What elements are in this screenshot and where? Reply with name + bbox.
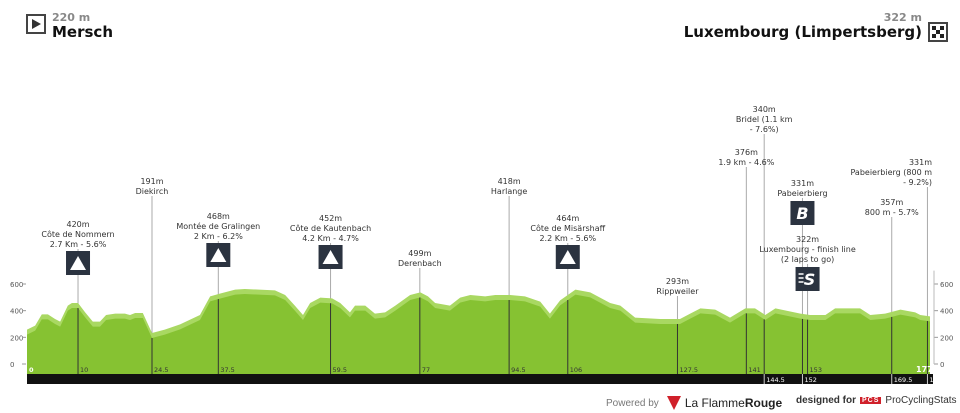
marker-label: Côte de Nommern <box>41 229 114 239</box>
marker-label: Montée de Gralingen <box>176 221 260 231</box>
km-label-top: 37.5 <box>220 366 234 374</box>
km-bar <box>27 374 933 384</box>
marker-label: 468m <box>207 212 230 221</box>
mountain-icon <box>206 243 231 267</box>
marker-label: 331m <box>909 158 932 167</box>
marker-label: Bridel (1.1 km <box>736 115 793 124</box>
icon-letter: S <box>804 270 816 289</box>
pcs-logo: PCS <box>860 397 882 404</box>
designed-for-label: designed for <box>796 395 857 406</box>
km-label-top: 24.5 <box>154 366 168 374</box>
checkered-flag-icon <box>928 22 948 42</box>
marker-label: 293m <box>666 277 689 286</box>
bonus-b-icon: B <box>790 201 815 225</box>
marker-label: 499m <box>408 249 431 258</box>
marker-label: 322m <box>796 235 819 244</box>
km-label-bottom: 169.5 <box>894 376 913 384</box>
finish-header: 322 m Luxembourg (Limpertsberg) <box>684 12 948 42</box>
designed-for: designed for PCS ProCyclingStats <box>796 395 957 406</box>
km-label-top: 153 <box>810 366 822 374</box>
marker-label: 2.7 Km - 5.6% <box>50 240 107 249</box>
marker-label: (2 laps to go) <box>781 255 834 264</box>
km-label-top: 141 <box>748 366 760 374</box>
marker-label: - 7.6%) <box>750 125 779 134</box>
km-label-bottom: 1 <box>929 376 933 384</box>
icon-box <box>795 267 820 291</box>
km-label-top: 59.5 <box>333 366 347 374</box>
km-label-top: 10 <box>80 366 88 374</box>
flamme-rouge-icon <box>666 396 681 410</box>
km-label-top: 127.5 <box>679 366 698 374</box>
km-label-bottom: 152 <box>804 376 816 384</box>
y-tick-left: 0 <box>10 361 14 369</box>
sprint-s-icon: S <box>795 267 820 291</box>
y-tick-left: 400 <box>10 308 23 316</box>
km-label-top: 77 <box>422 366 430 374</box>
km-label-top: 177 <box>916 365 933 374</box>
powered-by: Powered by La FlammeRouge <box>606 395 782 411</box>
marker-label: 2 Km - 6.2% <box>194 232 243 241</box>
mountain-icon <box>555 245 580 269</box>
marker-label: Rippweiler <box>656 287 699 296</box>
mountain-shape <box>322 250 339 264</box>
powered-by-label: Powered by <box>606 397 659 409</box>
y-tick-right: 400 <box>940 308 953 316</box>
marker-label: 331m <box>791 179 814 188</box>
profile-area <box>27 294 930 374</box>
y-tick-left: 200 <box>10 334 23 342</box>
mountain-shape <box>210 248 227 262</box>
km-label-top: 106 <box>570 366 582 374</box>
start-city: Mersch <box>52 23 113 41</box>
marker-label: 376m <box>735 148 758 157</box>
y-tick-right: 600 <box>940 281 953 289</box>
mountain-icon <box>318 245 343 269</box>
start-flag-icon <box>26 14 46 34</box>
marker-label: Pabeierbierg <box>777 189 827 198</box>
km-label-top: 94.5 <box>511 366 525 374</box>
km-label-bottom: 144.5 <box>766 376 785 384</box>
marker-label: 1.9 km - 4.6% <box>718 158 774 167</box>
marker-label: - 9.2%) <box>903 178 932 187</box>
start-altitude: 220 m <box>52 11 91 24</box>
marker-label: 800 m - 5.7% <box>865 208 919 217</box>
marker-label: 191m <box>140 177 163 186</box>
marker-label: 452m <box>319 214 342 223</box>
finish-city: Luxembourg (Limpertsberg) <box>683 23 922 41</box>
marker-label: Derenbach <box>398 259 442 268</box>
marker-label: 4.2 Km - 4.7% <box>302 234 359 243</box>
marker-label: 2.2 Km - 5.6% <box>539 234 596 243</box>
y-tick-left: 600 <box>10 281 23 289</box>
km-label-top: 0 <box>29 366 34 374</box>
marker-label: 464m <box>556 214 579 223</box>
icon-box <box>790 201 815 225</box>
flamme-rouge-logo: La FlammeRouge <box>684 396 783 410</box>
marker-label: Pabeierbierg (800 m <box>850 168 932 177</box>
mountain-shape <box>70 256 87 270</box>
marker-label: 418m <box>498 177 521 186</box>
start-header: 220 m Mersch <box>26 12 113 41</box>
marker-label: Harlange <box>491 187 527 196</box>
icon-letter: B <box>796 204 808 223</box>
marker-label: Côte de Misärshaff <box>530 223 605 233</box>
marker-label: Côte de Kautenbach <box>290 223 371 233</box>
marker-label: 340m <box>753 105 776 114</box>
marker-label: Diekirch <box>136 187 169 196</box>
pcs-name: ProCyclingStats <box>885 395 957 406</box>
y-tick-right: 200 <box>940 334 953 342</box>
mountain-shape <box>559 250 576 264</box>
marker-label: Luxembourg - finish line <box>759 245 855 254</box>
marker-label: 420m <box>66 220 89 229</box>
marker-label: 357m <box>880 198 903 207</box>
finish-altitude: 322 m <box>883 11 922 24</box>
mountain-icon <box>66 251 91 275</box>
y-tick-right: 0 <box>940 361 944 369</box>
